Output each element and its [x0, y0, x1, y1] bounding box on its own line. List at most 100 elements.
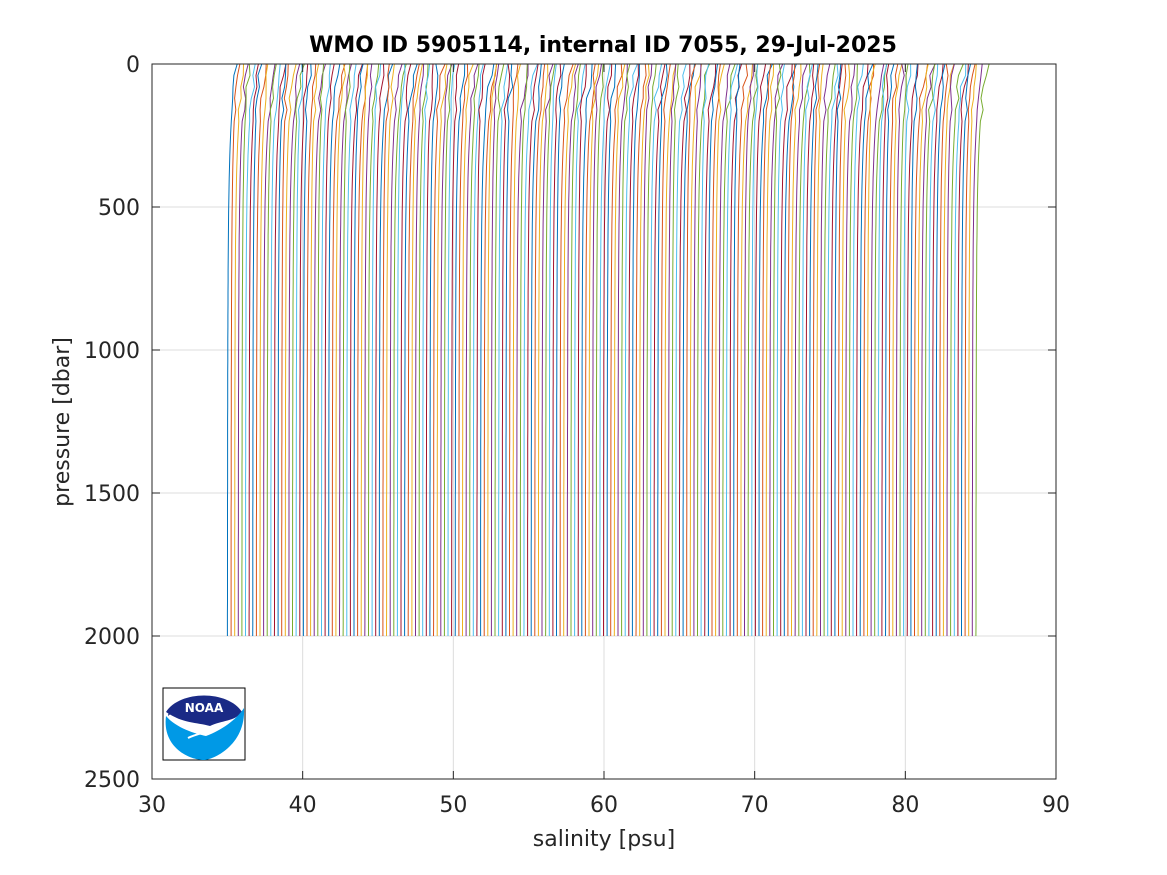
salinity-profile-line	[342, 64, 351, 637]
x-tick-label: 80	[891, 793, 919, 818]
salinity-profile-line	[932, 64, 944, 636]
salinity-profile-line	[812, 64, 821, 636]
salinity-profile-line	[418, 64, 429, 636]
salinity-profile-line	[924, 64, 936, 636]
salinity-profile-line	[494, 64, 505, 636]
salinity-profile-line	[371, 64, 382, 636]
salinity-profile-line	[245, 64, 256, 636]
salinity-profile-line	[639, 64, 650, 636]
salinity-profile-line	[537, 64, 549, 636]
salinity-profile-line	[671, 64, 680, 636]
salinity-profile-line	[776, 64, 785, 636]
salinity-profile-line	[613, 64, 626, 637]
salinity-profile-line	[386, 64, 395, 636]
salinity-profile-line	[302, 64, 312, 636]
salinity-profile-line	[310, 64, 320, 636]
salinity-profile-line	[378, 64, 394, 636]
salinity-profile-line	[751, 64, 759, 636]
logo-text: NOAA	[185, 701, 224, 715]
salinity-profile-line	[935, 64, 946, 636]
salinity-profile-line	[892, 64, 903, 636]
salinity-profile-line	[678, 64, 691, 636]
salinity-profile-line	[443, 64, 452, 636]
salinity-profile-line	[458, 64, 469, 636]
salinity-profile-line	[263, 64, 276, 636]
salinity-profile-line	[556, 64, 565, 636]
salinity-profile-line	[729, 64, 743, 636]
salinity-profile-line	[700, 64, 710, 636]
salinity-profile-line	[838, 64, 847, 636]
salinity-profile-line	[914, 64, 929, 636]
y-tick-label: 1500	[84, 482, 140, 507]
salinity-profile-line	[429, 64, 439, 636]
salinity-profile-line	[295, 64, 304, 636]
salinity-profile-line	[574, 64, 586, 636]
salinity-profile-line	[563, 64, 577, 636]
salinity-profile-line	[465, 64, 479, 636]
salinity-profile-line	[292, 64, 305, 636]
salinity-profile-line	[895, 64, 905, 636]
salinity-profile-line	[436, 64, 448, 636]
x-tick-label: 50	[439, 793, 467, 818]
salinity-profile-line	[928, 64, 939, 636]
salinity-profile-line	[407, 64, 420, 636]
salinity-profile-line	[422, 64, 431, 636]
salinity-profile-line	[230, 64, 241, 636]
salinity-profile-line	[501, 64, 511, 636]
salinity-profile-line	[480, 64, 495, 636]
salinity-profile-line	[971, 64, 983, 636]
y-tick-label: 500	[98, 196, 140, 221]
salinity-profile-line	[718, 64, 731, 636]
salinity-profile-line	[848, 64, 858, 636]
salinity-profile-line	[396, 64, 406, 636]
salinity-profile-line	[682, 64, 695, 636]
salinity-profile-line	[903, 64, 912, 636]
salinity-profile-line	[530, 64, 542, 636]
salinity-profile-line	[433, 64, 446, 637]
salinity-profile-line	[769, 64, 784, 636]
salinity-profile-line	[382, 64, 390, 636]
salinity-profile-line	[686, 64, 697, 636]
salinity-profile-line	[881, 64, 890, 636]
salinity-profile-line	[975, 64, 990, 637]
y-tick-label: 0	[126, 53, 140, 78]
salinity-profile-line	[697, 64, 710, 636]
y-tick-label: 1000	[84, 339, 140, 364]
salinity-profile-line	[950, 64, 964, 636]
salinity-profile-line	[715, 64, 725, 636]
salinity-profile-line	[266, 64, 277, 636]
salinity-profile-line	[765, 64, 775, 636]
salinity-profile-line	[867, 64, 876, 636]
salinity-profile-line	[566, 64, 579, 636]
salinity-profile-line	[704, 64, 717, 637]
salinity-profile-line	[454, 64, 466, 637]
salinity-profile-line	[845, 64, 856, 636]
salinity-profile-line	[758, 64, 773, 636]
salinity-profile-line	[313, 64, 326, 636]
salinity-profile-line	[827, 64, 839, 636]
salinity-profile-line	[559, 64, 574, 636]
x-tick-label: 60	[590, 793, 618, 818]
salinity-profile-line	[281, 64, 289, 636]
salinity-profile-line	[523, 64, 538, 637]
salinity-profile-line	[617, 64, 628, 636]
salinity-profile-line	[852, 64, 864, 636]
salinity-profile-line	[961, 64, 971, 636]
salinity-profile-line	[805, 64, 815, 636]
salinity-profile-line	[509, 64, 519, 636]
salinity-profile-line	[440, 64, 453, 636]
logo-gull	[187, 721, 229, 739]
salinity-profile-line	[863, 64, 875, 636]
salinity-profile-line	[393, 64, 407, 636]
salinity-profile-line	[841, 64, 851, 636]
salinity-profile-line	[389, 64, 403, 636]
salinity-profile-line	[270, 64, 281, 636]
logo-navy-dome	[166, 695, 242, 726]
salinity-profile-line	[577, 64, 587, 636]
salinity-profile-line	[773, 64, 782, 636]
salinity-profile-line	[331, 64, 346, 636]
salinity-profile-line	[762, 64, 772, 636]
salinity-profile-line	[856, 64, 869, 636]
y-tick-label: 2000	[84, 625, 140, 650]
salinity-profile-line	[870, 64, 885, 636]
